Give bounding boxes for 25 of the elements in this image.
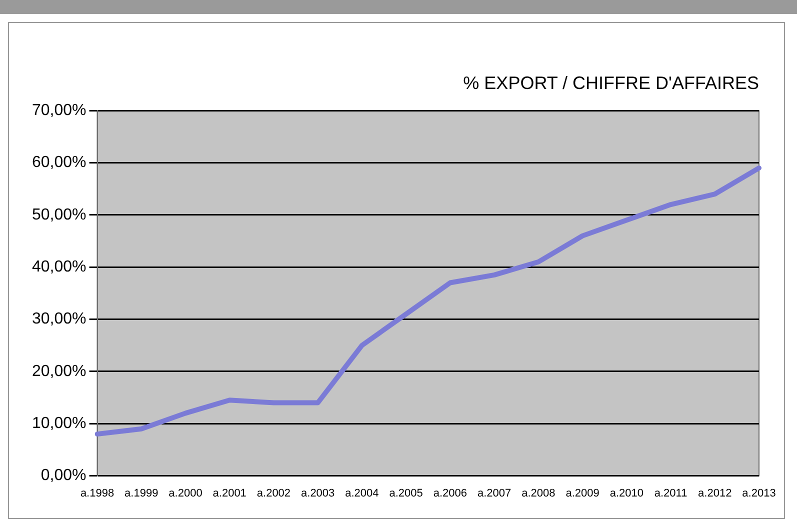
x-tick-label: a.2010 xyxy=(610,487,644,500)
y-tick-label: 20,00% xyxy=(32,362,86,380)
x-tick-label: a.2005 xyxy=(389,487,423,500)
x-tick-label: a.2013 xyxy=(742,487,776,500)
y-tick-label: 10,00% xyxy=(32,415,86,432)
x-tick-label: a.2007 xyxy=(477,487,512,500)
y-tick-label: 70,00% xyxy=(32,102,86,120)
x-tick-label: a.2000 xyxy=(168,487,202,500)
x-tick-label: a.2011 xyxy=(654,487,688,500)
x-tick-label: a.2003 xyxy=(301,487,335,500)
x-tick-label: a.2012 xyxy=(698,487,732,500)
x-tick-label: a.2004 xyxy=(345,487,379,500)
y-tick-label: 60,00% xyxy=(32,154,86,172)
y-tick-label: 0,00% xyxy=(40,467,86,484)
x-tick-label: a.2008 xyxy=(522,487,556,500)
x-tick-label: a.2009 xyxy=(566,487,600,500)
chart-title: % EXPORT / CHIFFRE D'AFFAIRES xyxy=(463,72,759,93)
x-tick-label: a.1998 xyxy=(80,487,114,500)
y-tick-label: 40,00% xyxy=(32,258,86,276)
y-tick-label: 50,00% xyxy=(32,206,86,224)
x-tick-label: a.2002 xyxy=(256,487,291,500)
x-tick-label: a.2001 xyxy=(212,487,246,500)
y-tick-label: 30,00% xyxy=(32,310,86,328)
x-tick-label: a.2006 xyxy=(433,487,468,500)
x-tick-label: a.1999 xyxy=(124,487,158,500)
